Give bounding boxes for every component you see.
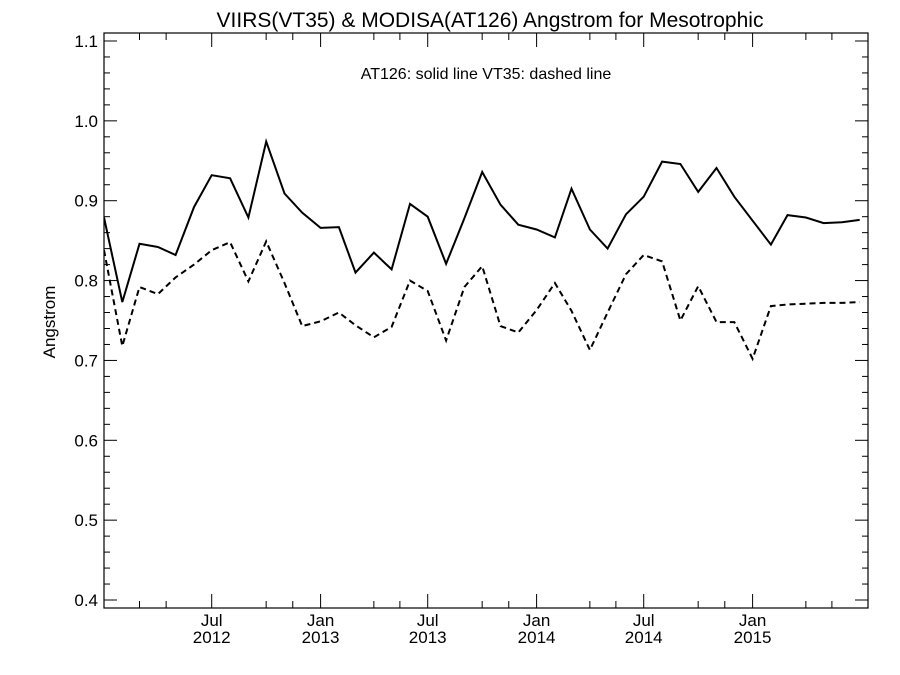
y-tick-label: 1.0 — [74, 112, 98, 131]
y-tick-label: 0.7 — [74, 351, 98, 370]
y-axis: 0.4 0.5 0.6 0.7 0.8 0.9 1.0 1.1 — [74, 32, 868, 610]
x-tick-year: 2015 — [734, 628, 772, 647]
x-tick-month: Jan — [307, 611, 334, 630]
x-tick-month: Jul — [417, 611, 439, 630]
x-tick-year: 2014 — [625, 628, 663, 647]
y-axis-label: Angstrom — [40, 286, 59, 359]
x-axis: Jul2012Jan2013Jul2013Jan2014Jul2014Jan20… — [139, 33, 833, 647]
x-tick-month: Jul — [201, 611, 223, 630]
y-tick-label: 0.4 — [74, 591, 98, 610]
x-tick-month: Jan — [523, 611, 550, 630]
x-tick-year: 2013 — [409, 628, 447, 647]
x-tick-month: Jan — [739, 611, 766, 630]
x-tick-year: 2013 — [302, 628, 340, 647]
y-tick-label: 0.5 — [74, 511, 98, 530]
x-tick-year: 2012 — [193, 628, 231, 647]
plot-frame — [103, 32, 869, 609]
y-tick-label: 1.1 — [74, 32, 98, 51]
series-annotation: AT126: solid line VT35: dashed line — [361, 66, 612, 83]
y-tick-label: 0.9 — [74, 192, 98, 211]
chart-title: VIIRS(VT35) & MODISA(AT126) Angstrom for… — [217, 9, 764, 32]
series-line-at126 — [104, 138, 860, 303]
y-tick-label: 0.8 — [74, 272, 98, 291]
series-lines — [104, 138, 860, 362]
series-line-vt35 — [104, 238, 860, 362]
x-tick-month: Jul — [633, 611, 655, 630]
y-tick-label: 0.6 — [74, 431, 98, 450]
x-tick-year: 2014 — [518, 628, 556, 647]
